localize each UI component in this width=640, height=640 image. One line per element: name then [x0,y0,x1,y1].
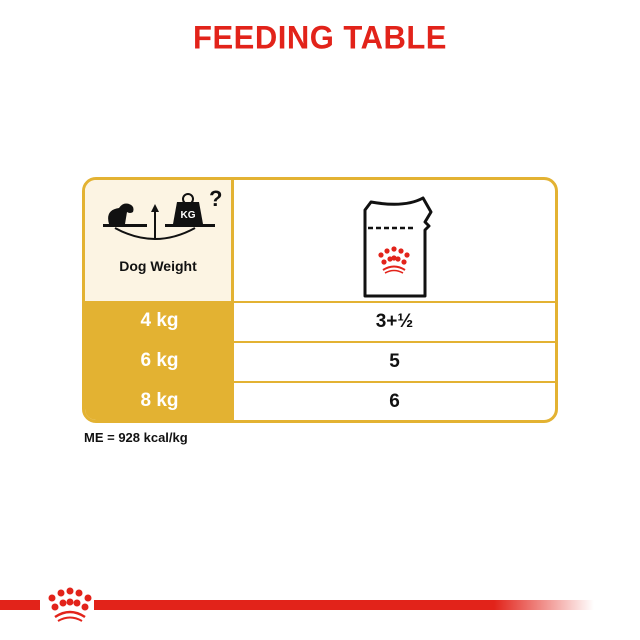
energy-footnote: ME = 928 kcal/kg [84,430,188,445]
page-title: FEEDING TABLE [193,19,447,56]
feeding-table: KG ? Dog Weight 4 kg 3+½ 6 kg 5 8 kg 6 [82,177,558,423]
table-row: 4 kg 3+½ [85,301,555,341]
product-header [234,180,555,301]
dog-weight-label: Dog Weight [119,258,197,274]
dog-on-scale-icon: KG ? [103,186,222,240]
table-row: 8 kg 6 [85,381,555,420]
weight-cell: 4 kg [85,301,234,341]
dog-weight-header: KG ? Dog Weight [85,180,234,301]
question-mark: ? [209,186,222,211]
table-row: 6 kg 5 [85,341,555,381]
footer-line-right [94,600,594,610]
royal-canin-crown-logo [48,587,92,622]
pouches-cell: 6 [234,381,555,420]
pouches-cell: 5 [234,341,555,381]
weight-cell: 8 kg [85,381,234,420]
pouch-icon [363,196,433,298]
pouches-cell: 3+½ [234,301,555,341]
footer-line-left [0,600,40,610]
weight-cell: 6 kg [85,341,234,381]
kg-badge: KG [181,210,196,221]
